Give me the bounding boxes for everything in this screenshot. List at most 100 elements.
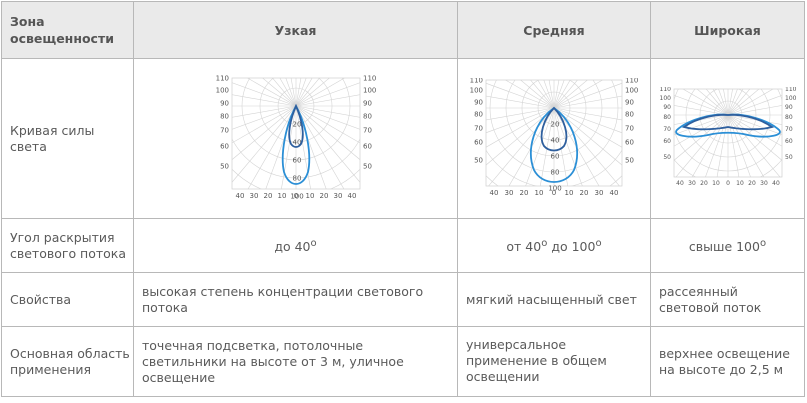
bottom-scale-label: 40: [347, 192, 356, 200]
angle-row: Угол раскрытия светового потока до 40o о…: [1, 218, 805, 273]
bottom-scale-label: 0: [726, 180, 730, 187]
radial-line: [722, 88, 728, 115]
polar-ring: [505, 79, 603, 156]
radial-line: [295, 77, 307, 106]
angle-label-left: 60: [474, 138, 483, 146]
radial-line: [525, 107, 555, 186]
intensity-label: 100: [290, 192, 303, 200]
radial-line: [727, 88, 733, 115]
angle-label-right: 60: [363, 142, 372, 150]
radial-line: [705, 88, 728, 115]
radial-line: [295, 77, 345, 106]
bottom-scale-label: 30: [505, 189, 514, 197]
angle-label-right: 70: [785, 126, 793, 133]
angle-wide: свыше 100o: [650, 218, 805, 273]
intensity-label: 60: [551, 152, 560, 160]
polar-ring: [537, 91, 571, 124]
radial-line: [727, 88, 750, 115]
radial-line: [553, 79, 560, 108]
bottom-scale-label: 40: [235, 192, 244, 200]
curve-wide-cell: 110 110 100 100 90 90 80 80 70 70 60 60 50 50 40 30 20 10…: [650, 58, 805, 219]
bottom-scale-label: 20: [520, 189, 529, 197]
radial-line: [486, 107, 555, 120]
angle-medium-from: от 40: [506, 239, 542, 254]
angle-label-left: 110: [215, 75, 228, 82]
angle-wide-value: свыше 100: [688, 239, 760, 254]
intensity-label: 80: [551, 168, 560, 176]
radial-line: [673, 94, 728, 115]
intensity-label: 20: [292, 120, 301, 128]
radial-line: [486, 107, 555, 133]
radial-line: [295, 105, 360, 160]
bottom-scale-label: 40: [610, 189, 619, 197]
radial-line: [727, 114, 782, 147]
angle-label-right: 90: [625, 98, 634, 106]
angle-medium-to: до 100: [547, 239, 596, 254]
radial-line: [295, 81, 360, 106]
angle-label-right: 100: [785, 95, 797, 102]
angle-label-right: 50: [363, 162, 372, 170]
radial-line: [553, 107, 620, 186]
radial-line: [553, 95, 622, 108]
radial-line: [486, 107, 555, 148]
angle-label-right: 50: [785, 154, 793, 161]
bottom-scale-label: 40: [490, 189, 499, 197]
degree-sign: o: [310, 238, 317, 249]
radial-line: [539, 107, 555, 186]
angle-label-right: 60: [785, 138, 793, 145]
polar-ring: [259, 77, 332, 142]
intensity-label: 80: [292, 174, 301, 182]
angle-label-left: 70: [220, 126, 229, 134]
radial-line: [553, 107, 622, 165]
properties-narrow: высокая степень концентрации светового п…: [133, 272, 458, 327]
radial-line: [553, 79, 578, 108]
radial-line: [727, 88, 759, 115]
radial-line: [295, 77, 320, 106]
degree-sign: o: [541, 238, 548, 249]
application-row: Основная область применения точечная под…: [1, 326, 805, 397]
degree-sign: o: [759, 238, 767, 249]
radial-line: [553, 107, 583, 186]
angle-label-right: 110: [363, 75, 376, 82]
bottom-scale-label: 20: [748, 180, 756, 187]
curve-row: Кривая силы света 110 110 100 100 90 90 80 80 70…: [1, 58, 805, 219]
radial-line: [681, 88, 728, 115]
bottom-scale-label: 30: [595, 189, 604, 197]
radial-line: [553, 107, 622, 133]
angle-label-left: 50: [220, 162, 229, 170]
intensity-label: 100: [548, 184, 561, 192]
radial-line: [553, 107, 600, 186]
bottom-scale-label: 30: [249, 192, 258, 200]
angle-label-left: 90: [663, 104, 671, 111]
angle-label-right: 50: [625, 156, 634, 164]
radial-line: [295, 77, 301, 106]
bottom-scale-label: 20: [319, 192, 328, 200]
angle-label-right: 110: [625, 78, 638, 84]
radial-line: [553, 79, 571, 108]
bottom-scale-label: 20: [580, 189, 589, 197]
radial-line: [504, 79, 555, 108]
properties-wide: рассеянный световой поток: [650, 272, 805, 327]
polar-grid: [673, 88, 782, 177]
radial-line: [553, 79, 565, 108]
intensity-label: 60: [292, 156, 301, 164]
bottom-scale-label: 0: [293, 192, 297, 200]
angle-label-left: 90: [220, 99, 229, 107]
radial-line: [673, 104, 728, 115]
application-row-label: Основная область применения: [1, 326, 134, 397]
polar-ring: [241, 77, 350, 160]
light-intensity-curves: [674, 113, 781, 137]
radial-line: [520, 79, 555, 108]
radial-line: [553, 107, 569, 186]
radial-line: [278, 77, 296, 106]
header-wide: Широкая: [650, 1, 805, 59]
radial-line: [727, 94, 782, 115]
radial-line: [727, 88, 738, 115]
angle-label-right: 100: [363, 86, 376, 94]
header-narrow: Узкая: [133, 1, 458, 59]
radial-line: [530, 79, 555, 108]
angle-label-left: 70: [474, 124, 483, 132]
radial-line: [727, 114, 764, 177]
radial-line: [231, 93, 296, 106]
